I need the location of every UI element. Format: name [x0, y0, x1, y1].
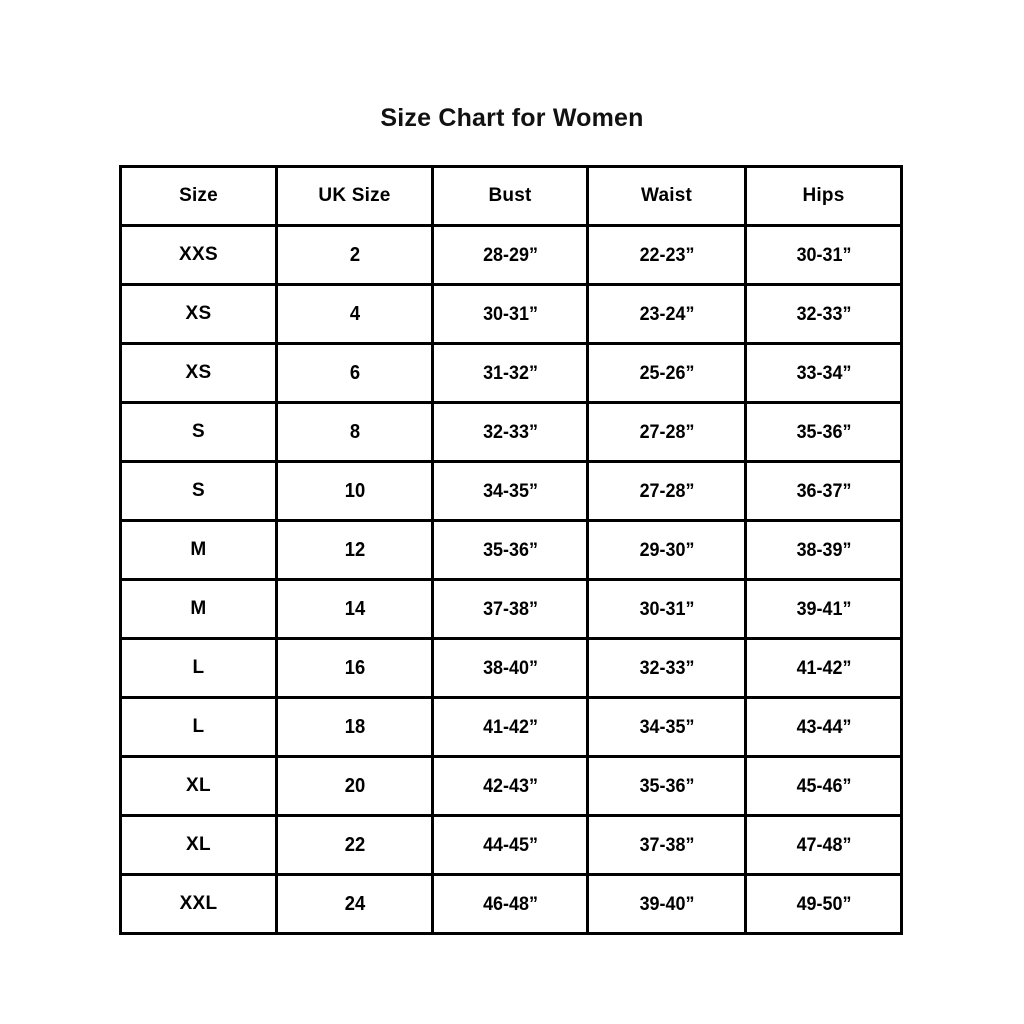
- cell-waist: 25-26”: [592, 342, 741, 404]
- cell-hips: 33-34”: [750, 342, 897, 404]
- cell-hips: 39-41”: [750, 578, 897, 640]
- cell-waist: 34-35”: [592, 696, 741, 758]
- table-header-row: Size UK Size Bust Waist Hips: [119, 165, 903, 227]
- cell-size: M: [119, 578, 278, 640]
- cell-hips: 32-33”: [750, 283, 897, 345]
- cell-size: XXS: [119, 224, 278, 286]
- column-header-uk-size: UK Size: [275, 165, 434, 227]
- cell-hips: 45-46”: [750, 755, 897, 817]
- cell-bust: 32-33”: [437, 401, 583, 463]
- cell-uk-size: 24: [281, 873, 428, 935]
- cell-uk-size: 18: [281, 696, 428, 758]
- cell-waist: 35-36”: [592, 755, 741, 817]
- cell-uk-size: 4: [281, 283, 428, 345]
- cell-hips: 35-36”: [750, 401, 897, 463]
- table-body: XXS 2 28-29” 22-23” 30-31” XS 4 30-31” 2…: [119, 224, 902, 935]
- cell-waist: 27-28”: [592, 401, 741, 463]
- cell-size: XL: [119, 755, 278, 817]
- cell-bust: 42-43”: [437, 755, 583, 817]
- cell-uk-size: 10: [281, 460, 428, 522]
- cell-bust: 35-36”: [437, 519, 583, 581]
- cell-size: M: [119, 519, 278, 581]
- cell-uk-size: 14: [281, 578, 428, 640]
- cell-hips: 36-37”: [750, 460, 897, 522]
- cell-hips: 47-48”: [750, 814, 897, 876]
- cell-bust: 34-35”: [437, 460, 583, 522]
- table-row: S 10 34-35” 27-28” 36-37”: [119, 460, 902, 522]
- cell-size: S: [119, 401, 278, 463]
- column-header-size: Size: [119, 165, 278, 227]
- table-row: L 16 38-40” 32-33” 41-42”: [119, 637, 902, 699]
- column-header-waist: Waist: [586, 165, 747, 227]
- table-row: XXS 2 28-29” 22-23” 30-31”: [119, 224, 902, 286]
- cell-hips: 41-42”: [750, 637, 897, 699]
- cell-size: XS: [119, 342, 278, 404]
- column-header-hips: Hips: [744, 165, 903, 227]
- cell-bust: 46-48”: [437, 873, 583, 935]
- page-title: Size Chart for Women: [380, 104, 644, 132]
- size-chart-table: Size UK Size Bust Waist Hips XXS 2 28-29…: [119, 165, 903, 935]
- table-row: S 8 32-33” 27-28” 35-36”: [119, 401, 902, 463]
- cell-size: S: [119, 460, 278, 522]
- cell-waist: 27-28”: [592, 460, 741, 522]
- cell-bust: 31-32”: [437, 342, 583, 404]
- cell-hips: 38-39”: [750, 519, 897, 581]
- cell-size: L: [119, 637, 278, 699]
- cell-uk-size: 12: [281, 519, 428, 581]
- cell-size: L: [119, 696, 278, 758]
- cell-uk-size: 20: [281, 755, 428, 817]
- cell-waist: 23-24”: [592, 283, 741, 345]
- cell-waist: 37-38”: [592, 814, 741, 876]
- cell-hips: 30-31”: [750, 224, 897, 286]
- cell-hips: 43-44”: [750, 696, 897, 758]
- cell-bust: 30-31”: [437, 283, 583, 345]
- table-row: XXL 24 46-48” 39-40” 49-50”: [119, 873, 902, 935]
- cell-bust: 38-40”: [437, 637, 583, 699]
- cell-waist: 22-23”: [592, 224, 741, 286]
- table-row: XS 6 31-32” 25-26” 33-34”: [119, 342, 902, 404]
- column-header-bust: Bust: [431, 165, 589, 227]
- cell-uk-size: 8: [281, 401, 428, 463]
- table-row: L 18 41-42” 34-35” 43-44”: [119, 696, 902, 758]
- cell-hips: 49-50”: [750, 873, 897, 935]
- cell-waist: 29-30”: [592, 519, 741, 581]
- cell-waist: 30-31”: [592, 578, 741, 640]
- cell-size: XXL: [119, 873, 278, 935]
- cell-uk-size: 6: [281, 342, 428, 404]
- table-row: M 14 37-38” 30-31” 39-41”: [119, 578, 902, 640]
- table-row: M 12 35-36” 29-30” 38-39”: [119, 519, 902, 581]
- cell-bust: 28-29”: [437, 224, 583, 286]
- cell-waist: 39-40”: [592, 873, 741, 935]
- table-row: XS 4 30-31” 23-24” 32-33”: [119, 283, 902, 345]
- cell-bust: 37-38”: [437, 578, 583, 640]
- cell-waist: 32-33”: [592, 637, 741, 699]
- cell-bust: 44-45”: [437, 814, 583, 876]
- table-row: XL 22 44-45” 37-38” 47-48”: [119, 814, 902, 876]
- cell-uk-size: 16: [281, 637, 428, 699]
- cell-bust: 41-42”: [437, 696, 583, 758]
- cell-uk-size: 22: [281, 814, 428, 876]
- table-row: XL 20 42-43” 35-36” 45-46”: [119, 755, 902, 817]
- cell-size: XL: [119, 814, 278, 876]
- cell-size: XS: [119, 283, 278, 345]
- cell-uk-size: 2: [281, 224, 428, 286]
